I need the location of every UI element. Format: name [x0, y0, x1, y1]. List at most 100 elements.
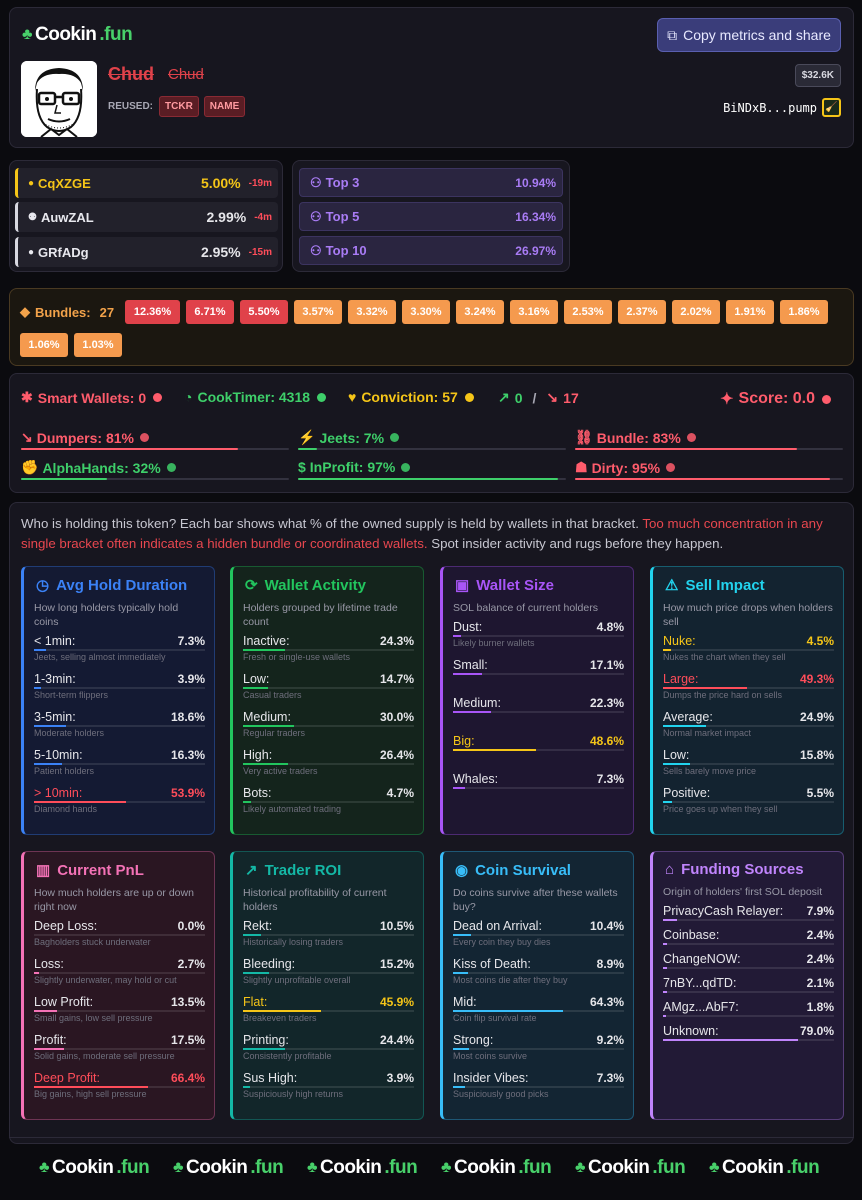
bundle-chip: 1.86%	[780, 300, 828, 324]
card-row-desc: Price goes up when they sell	[663, 804, 778, 814]
card-row-label: Medium:	[453, 696, 501, 710]
info-icon[interactable]	[464, 392, 474, 402]
card-row-bar-fill	[663, 649, 671, 651]
info-icon[interactable]	[166, 463, 176, 472]
top-3-row[interactable]: ⚇ Top 3 10.94%	[299, 168, 563, 197]
card-row-label: Printing:	[243, 1033, 289, 1047]
card-row-value: 14.7%	[379, 672, 414, 686]
card-row-bar-fill	[663, 687, 748, 689]
card-row-bar-fill	[243, 972, 269, 974]
info-icon[interactable]	[686, 433, 696, 442]
sparkle-icon: ✦	[720, 391, 734, 408]
card-row-bar	[243, 934, 414, 936]
card-row-value: 7.9%	[806, 904, 834, 918]
reused-label: REUSED:	[108, 101, 154, 112]
info-icon[interactable]	[390, 433, 400, 442]
chef-hat-icon: ♣	[575, 1159, 586, 1176]
bundle-chip: 1.06%	[20, 333, 68, 357]
footer-brand-logo[interactable]: ♣ Cookin .fun	[39, 1157, 150, 1179]
card-row-label: Inactive:	[243, 634, 290, 648]
brand-logo[interactable]: ♣ Cookin .fun	[22, 24, 133, 46]
card-row: Rekt: 10.5% Historically losing traders	[243, 917, 414, 955]
info-icon[interactable]	[140, 433, 149, 442]
card-title-text: Avg Hold Duration	[56, 576, 188, 594]
card-row-bar-fill	[453, 711, 492, 713]
card-row-desc: Consistently profitable	[243, 1051, 332, 1061]
card-row: Low: 15.8% Sells barely move price	[663, 746, 834, 784]
card-row-bar	[34, 1048, 205, 1050]
holder-row[interactable]: ● CqXZGE 5.00% -19m	[15, 168, 278, 198]
footer-brand-logo[interactable]: ♣ Cookin .fun	[173, 1157, 284, 1179]
card-row-desc: Patient holders	[34, 766, 95, 776]
card-row-value: 49.3%	[799, 672, 834, 686]
card-title: ⚠ Sell Impact	[663, 576, 834, 595]
card-row-value: 48.6%	[589, 734, 624, 748]
card-row-bar-fill	[243, 725, 295, 727]
card-row-value: 2.7%	[177, 957, 205, 971]
card-row: Large: 49.3% Dumps the price hard on sells	[663, 670, 834, 708]
card-row-label: Unknown:	[663, 1024, 719, 1038]
reused-tags: REUSED: TCKR NAME	[108, 96, 246, 117]
card-row-value: 17.5%	[170, 1033, 205, 1047]
footer-brand-logo[interactable]: ♣ Cookin .fun	[709, 1157, 820, 1179]
info-icon[interactable]	[153, 393, 163, 402]
copy-metrics-button[interactable]: ⧉ Copy metrics and share	[657, 18, 841, 52]
reused-tag-name: NAME	[203, 96, 246, 117]
card-row-bar-fill	[663, 919, 677, 921]
copy-address-icon[interactable]: 🧹	[822, 98, 841, 117]
card-row-value: 4.8%	[596, 620, 624, 634]
card-row-desc: Likely burner wallets	[453, 638, 535, 648]
card-row: Sus High: 3.9% Suspiciously high returns	[243, 1069, 414, 1107]
metric-stat-bar	[575, 448, 843, 450]
card-row-bar-fill	[34, 1048, 64, 1050]
info-icon[interactable]	[317, 392, 327, 402]
card-row-label: PrivacyCash Relayer:	[663, 904, 784, 918]
card-row-bar	[243, 972, 414, 974]
token-address[interactable]: BiNDxB...pump	[723, 101, 817, 115]
card-row-bar	[453, 711, 624, 713]
footer-brand-logo[interactable]: ♣ Cookin .fun	[307, 1157, 418, 1179]
metric-stat-label: Dumpers: 81%	[36, 429, 134, 446]
card-subtitle: Origin of holders' first SOL deposit	[663, 886, 823, 898]
card-row-bar	[663, 967, 834, 969]
card-row: Big: 48.6%	[453, 732, 624, 770]
card-title: ⌂ Funding Sources	[663, 861, 834, 878]
holder-name-text: CqXZGE	[38, 175, 91, 191]
card-row-value: 4.5%	[806, 634, 834, 648]
conviction-stat: ♥ Conviction: 57	[348, 389, 474, 405]
card-row: Deep Loss: 0.0% Bagholders stuck underwate…	[34, 917, 205, 955]
clock-icon: ◷	[36, 577, 50, 594]
chef-hat-icon: ♣	[709, 1159, 720, 1176]
holder-row[interactable]: ⚉ AuwZAL 2.99% -4m	[15, 202, 278, 232]
holder-row[interactable]: ● GRfADg 2.95% -15m	[15, 237, 278, 267]
card-row-label: 1-3min:	[34, 672, 76, 686]
card-wallet-size: ▣ Wallet Size SOL balance of current holde…	[440, 566, 634, 835]
info-icon[interactable]	[822, 394, 831, 404]
intro-text: Who is holding this token? Each bar show…	[21, 514, 836, 554]
top-5-row[interactable]: ⚇ Top 5 16.34%	[299, 202, 563, 231]
card-row-label: 7nBY...qdTD:	[663, 976, 737, 990]
holder-name: ● CqXZGE	[28, 176, 201, 191]
card-row-bar-fill	[663, 991, 667, 993]
bundle-chip: 2.37%	[618, 300, 666, 324]
footer-brand-logo[interactable]: ♣ Cookin .fun	[441, 1157, 552, 1179]
info-icon[interactable]	[401, 462, 411, 472]
card-row-value: 10.5%	[379, 919, 414, 933]
top-holders-panel: ● CqXZGE 5.00% -19m ⚉ AuwZAL 2.99% -4m ● GR…	[9, 160, 283, 272]
metric-stat-bar	[21, 478, 289, 480]
top-label: ⚇ Top 10	[310, 243, 515, 259]
top-10-row[interactable]: ⚇ Top 10 26.97%	[299, 236, 563, 265]
card-row-bar-fill	[243, 934, 261, 936]
footer-brand-name: Cookin	[186, 1157, 248, 1178]
card-row-desc: Every coin they buy dies	[453, 937, 551, 947]
card-row-label: Loss:	[34, 957, 64, 971]
card-row-bar	[243, 1048, 414, 1050]
card-row-value: 3.9%	[177, 672, 205, 686]
users-icon: ⚉	[28, 211, 37, 223]
footer-brand-logo[interactable]: ♣ Cookin .fun	[575, 1157, 686, 1179]
card-row-label: Low Profit:	[34, 995, 94, 1009]
card-row-bar	[243, 1086, 414, 1088]
info-icon[interactable]	[666, 463, 676, 472]
token-symbol: Chud	[168, 66, 204, 83]
paw-icon: ✱	[21, 389, 33, 405]
